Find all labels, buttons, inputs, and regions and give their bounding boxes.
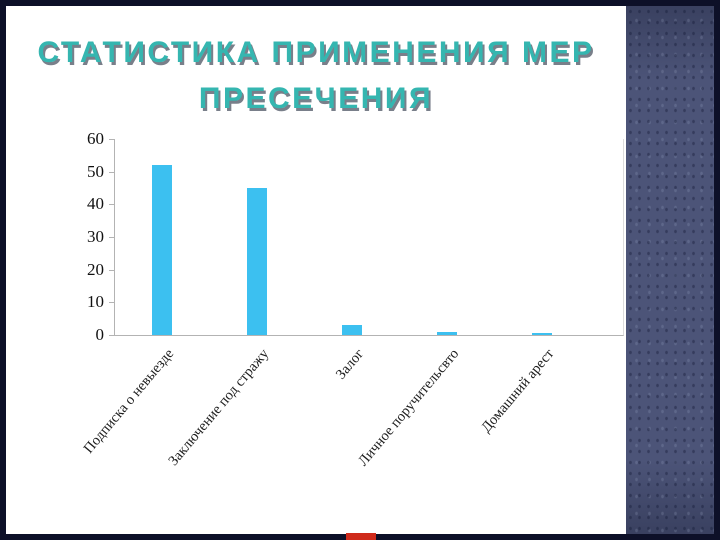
y-tick-mark — [109, 139, 114, 140]
bar-3 — [342, 325, 363, 335]
y-tick-label: 0 — [95, 325, 105, 344]
y-tick-label: 20 — [87, 259, 104, 279]
x-category-label-text: Заключение под стражу — [165, 346, 273, 469]
y-tick-label: 30 — [87, 227, 104, 246]
slide-title-line1: СТАТИСТИКА ПРИМЕНЕНИЯ МЕР — [37, 36, 595, 69]
slide-content-area: СТАТИСТИКА ПРИМЕНЕНИЯ МЕР ПРЕСЕЧЕНИЯ 0 10… — [6, 6, 626, 534]
x-category-label-text: Залог — [333, 346, 368, 383]
slide-title: СТАТИСТИКА ПРИМЕНЕНИЯ МЕР ПРЕСЕЧЕНИЯ — [6, 30, 626, 122]
y-axis-labels: 0 10 20 30 40 50 60 — [24, 129, 104, 344]
y-tick-label: 40 — [87, 194, 104, 214]
x-category-label-text: Личное поручительсвто — [355, 346, 463, 470]
slide-title-line2: ПРЕСЕЧЕНИЯ — [198, 82, 434, 115]
bar-2 — [247, 188, 268, 335]
bar-5 — [532, 333, 553, 335]
y-tick-mark — [109, 204, 114, 206]
y-tick-mark — [109, 269, 114, 271]
y-tick-mark — [109, 171, 114, 173]
x-category-label-text: Подписка о невыезде — [81, 346, 178, 457]
plot-area — [109, 139, 624, 336]
bar-1 — [152, 165, 173, 335]
y-tick-mark — [109, 302, 114, 304]
x-category-label-text: Домашний арест — [478, 346, 558, 436]
bar-4 — [437, 331, 458, 335]
y-tick-label: 10 — [87, 292, 104, 312]
red-mark — [346, 533, 376, 540]
x-axis-labels: Подписка о невыезде Заключение под стражу… — [81, 336, 622, 516]
y-tick-mark — [109, 335, 114, 336]
y-tick-mark — [109, 237, 114, 238]
y-tick-label: 60 — [87, 129, 104, 148]
y-tick-label: 50 — [87, 161, 104, 181]
slide-border-texture — [626, 6, 714, 534]
